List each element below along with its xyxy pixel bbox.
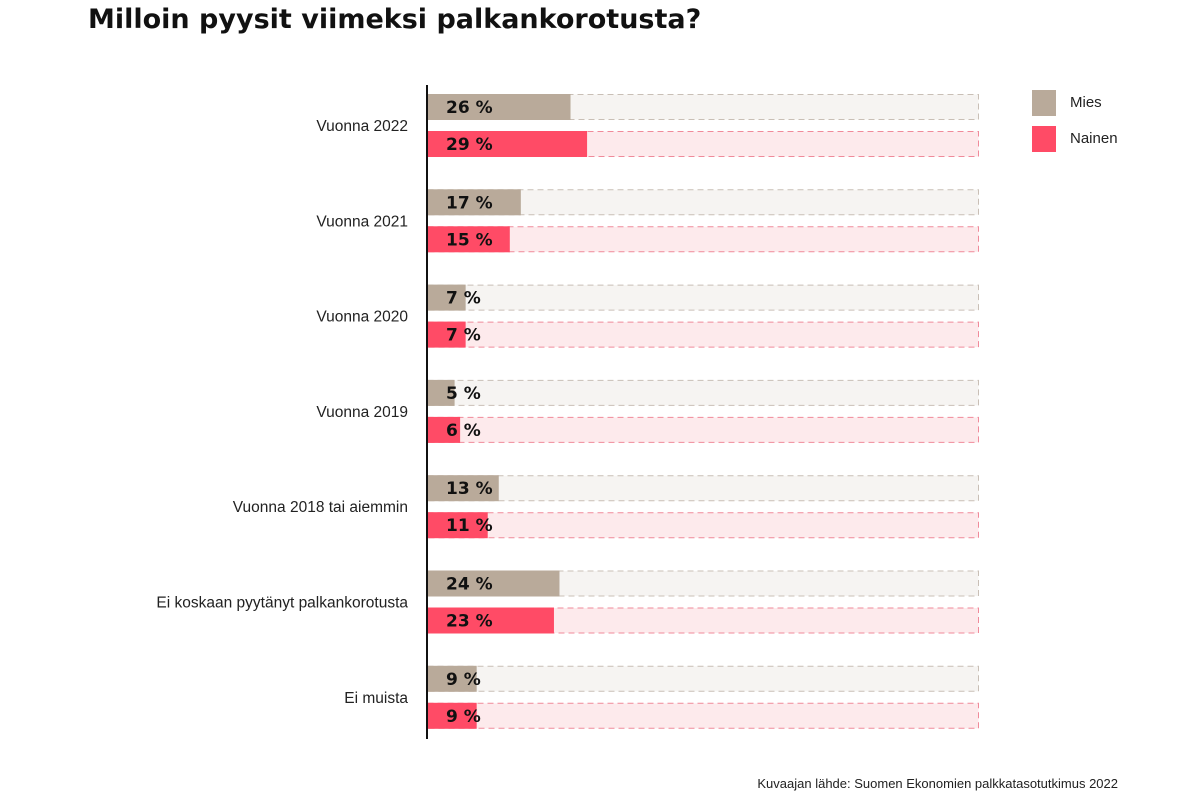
bar-nainen — [427, 702, 477, 729]
bar-track — [427, 379, 979, 406]
data-label: 23 % — [446, 612, 493, 632]
data-label: 7 % — [446, 289, 481, 309]
legend-item-mies: Mies — [1032, 90, 1172, 116]
legend-item-nainen: Nainen — [1032, 126, 1172, 152]
legend-swatch-nainen — [1032, 126, 1056, 152]
bar-mies — [427, 189, 521, 216]
data-label: 26 % — [446, 98, 493, 118]
data-label: 13 % — [446, 479, 493, 499]
bar-track — [427, 226, 979, 253]
bar-track — [427, 512, 979, 539]
legend-label-nainen: Nainen — [1070, 130, 1118, 147]
bar-nainen — [427, 131, 588, 157]
data-label: 15 % — [446, 230, 493, 250]
data-label: 24 % — [446, 575, 493, 595]
bar-nainen — [427, 321, 466, 348]
bar-nainen — [427, 416, 461, 443]
bar-mies — [427, 94, 571, 120]
chart-title: Milloin pyysit viimeksi palkankorotusta? — [88, 4, 702, 35]
bar-mies — [427, 379, 455, 406]
bar-track — [427, 475, 979, 502]
bar-track — [427, 665, 979, 692]
bar-nainen — [427, 512, 488, 539]
legend-swatch-mies — [1032, 90, 1056, 116]
data-label: 7 % — [446, 326, 481, 346]
bar-track — [427, 416, 979, 443]
data-label: 9 % — [446, 670, 481, 690]
category-label: Vuonna 2022 — [316, 118, 408, 135]
bar-track — [427, 702, 979, 729]
bar-nainen — [427, 607, 554, 634]
bar-track — [427, 321, 979, 348]
data-label: 17 % — [446, 193, 493, 213]
source-note: Kuvaajan lähde: Suomen Ekonomien palkkat… — [757, 776, 1118, 791]
bar-mies — [427, 475, 499, 502]
bar-mies — [427, 665, 477, 692]
bar-nainen — [427, 226, 510, 253]
data-label: 11 % — [446, 516, 493, 536]
data-label: 6 % — [446, 421, 481, 441]
category-label: Ei muista — [344, 690, 408, 707]
bar-mies — [427, 284, 466, 311]
category-label: Vuonna 2020 — [316, 309, 408, 326]
bar-mies — [427, 570, 560, 597]
category-label: Vuonna 2021 — [316, 213, 408, 230]
category-label: Ei koskaan pyytänyt palkankorotusta — [156, 595, 408, 612]
bar-track — [427, 284, 979, 311]
data-label: 9 % — [446, 707, 481, 727]
category-label: Vuonna 2019 — [316, 404, 408, 421]
data-label: 5 % — [446, 384, 481, 404]
data-label: 29 % — [446, 135, 493, 155]
legend-label-mies: Mies — [1070, 94, 1102, 111]
category-label: Vuonna 2018 tai aiemmin — [233, 499, 408, 516]
